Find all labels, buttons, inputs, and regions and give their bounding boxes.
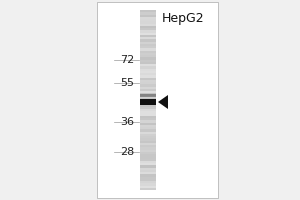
Bar: [140, 35, 156, 37]
Bar: [140, 120, 156, 122]
Text: 36: 36: [120, 117, 134, 127]
Bar: [140, 172, 156, 174]
Bar: [140, 122, 156, 125]
Bar: [140, 30, 156, 32]
Bar: [140, 116, 156, 118]
Text: 28: 28: [120, 147, 134, 157]
Bar: [140, 111, 156, 114]
Bar: [140, 57, 156, 60]
Bar: [140, 152, 156, 154]
Bar: [140, 158, 156, 161]
Bar: [140, 147, 156, 150]
Bar: [140, 77, 156, 80]
Bar: [140, 37, 156, 39]
Bar: [140, 75, 156, 77]
Bar: [140, 114, 156, 116]
Bar: [140, 136, 156, 138]
Bar: [140, 170, 156, 172]
Bar: [140, 60, 156, 62]
Bar: [140, 86, 156, 89]
Bar: [140, 23, 156, 26]
Bar: [140, 82, 156, 84]
Bar: [140, 68, 156, 71]
Bar: [140, 107, 156, 109]
Polygon shape: [158, 95, 168, 109]
Bar: [140, 134, 156, 136]
Bar: [140, 104, 156, 107]
Bar: [140, 93, 156, 96]
Bar: [140, 188, 156, 190]
Bar: [140, 48, 156, 50]
Bar: [140, 21, 156, 23]
Bar: [140, 165, 156, 168]
Bar: [140, 15, 156, 17]
Bar: [140, 145, 156, 147]
Bar: [140, 12, 156, 15]
Bar: [140, 46, 156, 48]
Bar: [97, 2, 218, 198]
Bar: [140, 84, 156, 86]
Bar: [140, 96, 156, 98]
Bar: [140, 143, 156, 145]
Bar: [140, 44, 156, 46]
Bar: [140, 138, 156, 140]
Bar: [140, 118, 156, 120]
Bar: [140, 102, 156, 104]
Text: 55: 55: [120, 78, 134, 88]
Bar: [140, 181, 156, 183]
Bar: [140, 50, 156, 53]
Bar: [140, 73, 156, 75]
Bar: [140, 99, 156, 105]
Bar: [140, 156, 156, 158]
Bar: [140, 127, 156, 129]
Bar: [140, 174, 156, 176]
Bar: [140, 109, 156, 111]
Bar: [140, 163, 156, 165]
Bar: [140, 179, 156, 181]
Bar: [140, 154, 156, 156]
Bar: [140, 183, 156, 186]
Bar: [140, 39, 156, 42]
Bar: [140, 80, 156, 82]
Bar: [140, 94, 156, 97]
Bar: [140, 55, 156, 57]
Bar: [140, 64, 156, 66]
Bar: [140, 140, 156, 143]
Text: HepG2: HepG2: [162, 12, 204, 25]
Bar: [140, 26, 156, 28]
Bar: [140, 98, 156, 100]
Bar: [140, 186, 156, 188]
Bar: [140, 91, 156, 93]
Bar: [140, 42, 156, 44]
Bar: [140, 129, 156, 132]
Bar: [140, 66, 156, 68]
Bar: [140, 125, 156, 127]
Bar: [140, 150, 156, 152]
Bar: [140, 19, 156, 21]
Bar: [140, 161, 156, 163]
Bar: [140, 62, 156, 64]
Text: 72: 72: [120, 55, 134, 65]
Bar: [140, 71, 156, 73]
Bar: [140, 17, 156, 19]
Bar: [140, 100, 156, 102]
Bar: [140, 176, 156, 179]
Bar: [140, 168, 156, 170]
Bar: [140, 32, 156, 35]
Bar: [140, 89, 156, 91]
Bar: [140, 10, 156, 12]
Bar: [140, 132, 156, 134]
Bar: [140, 53, 156, 55]
Bar: [140, 28, 156, 30]
